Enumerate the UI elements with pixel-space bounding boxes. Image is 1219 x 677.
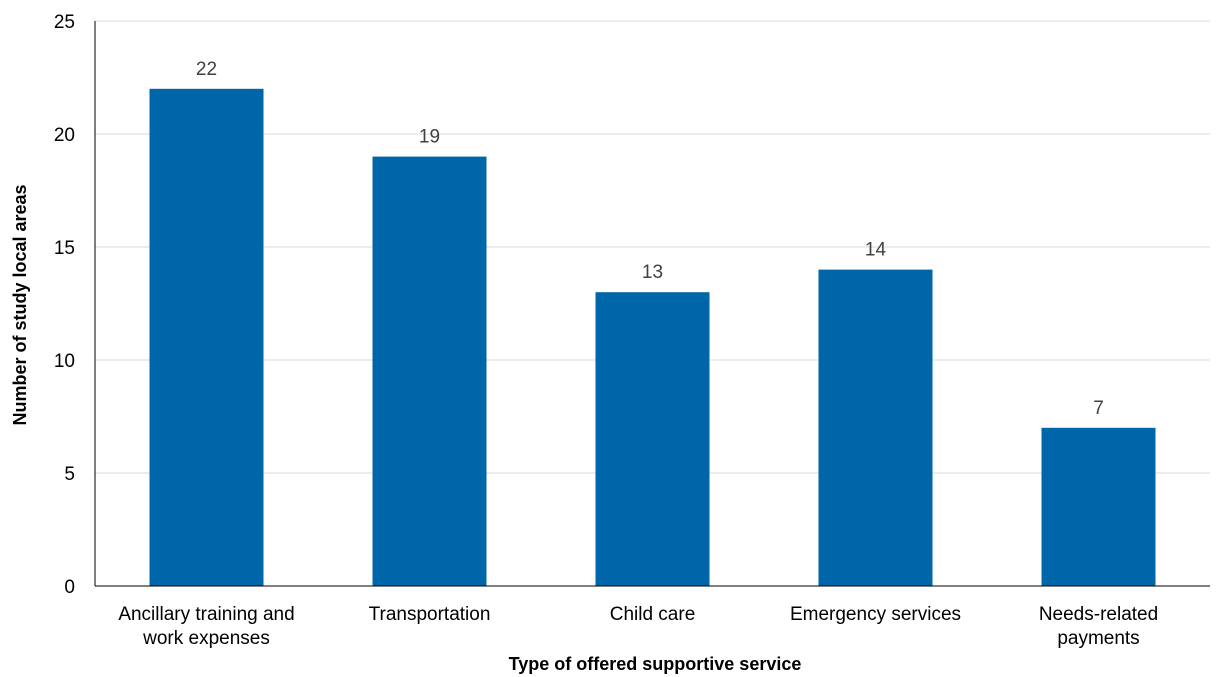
y-axis-ticks: 0 5 10 15 20 25 bbox=[54, 12, 75, 598]
x-tick-label: Emergency services bbox=[790, 604, 961, 625]
y-tick-label: 0 bbox=[64, 577, 75, 598]
y-tick-label: 5 bbox=[64, 464, 75, 485]
gridlines bbox=[95, 20, 1210, 474]
y-tick-label: 15 bbox=[54, 238, 75, 259]
bar bbox=[1041, 427, 1156, 586]
x-axis-title: Type of offered supportive service bbox=[509, 654, 802, 674]
data-labels: 22 19 13 14 7 bbox=[196, 59, 1104, 419]
y-tick-label: 10 bbox=[54, 351, 75, 372]
bar bbox=[149, 88, 264, 587]
y-tick-label: 20 bbox=[54, 125, 75, 146]
x-tick-label: Needs-related payments bbox=[1039, 604, 1158, 649]
data-label: 7 bbox=[1093, 398, 1104, 419]
x-axis-ticks: Ancillary training and work expenses Trans… bbox=[118, 604, 1158, 649]
data-label: 22 bbox=[196, 59, 217, 80]
data-label: 14 bbox=[865, 240, 887, 261]
bar bbox=[372, 156, 487, 586]
x-tick-label: Child care bbox=[610, 604, 696, 625]
y-axis-title: Number of study local areas bbox=[10, 184, 30, 425]
x-tick-label: Transportation bbox=[369, 604, 491, 625]
x-tick-label: Ancillary training and work expenses bbox=[118, 604, 294, 649]
bars bbox=[149, 88, 1156, 587]
data-label: 19 bbox=[419, 127, 440, 148]
y-tick-label: 25 bbox=[54, 12, 75, 33]
data-label: 13 bbox=[642, 262, 663, 283]
bar bbox=[818, 269, 933, 586]
bar bbox=[595, 292, 710, 586]
